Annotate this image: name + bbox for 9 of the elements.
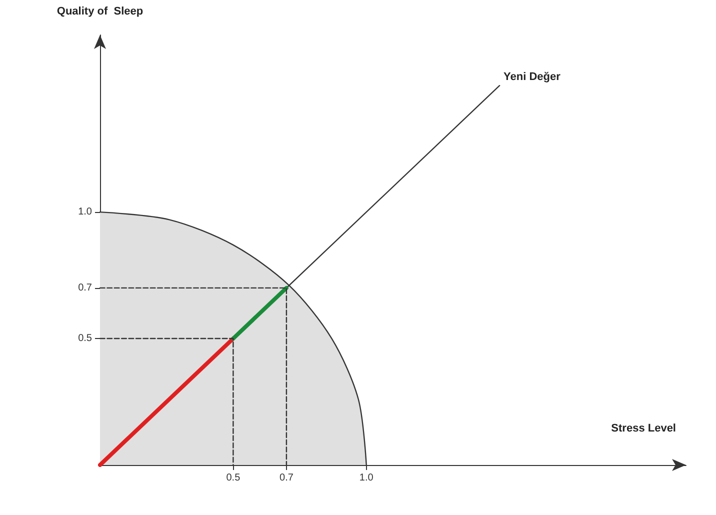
x-axis-title: Stress Level — [611, 422, 676, 434]
annotation: Yeni Değer — [504, 71, 562, 84]
x-tick-label: 1.0 — [359, 472, 374, 484]
y-axis-title: Quality of Sleep — [56, 6, 144, 18]
y-tick-label: 0.7 — [78, 282, 92, 294]
x-tick-label: 0.5 — [226, 472, 241, 484]
y-tick-label: 0.5 — [78, 333, 92, 344]
x-tick-label: 0.7 — [280, 472, 294, 484]
y-tick-label: 1.0 — [78, 206, 92, 218]
